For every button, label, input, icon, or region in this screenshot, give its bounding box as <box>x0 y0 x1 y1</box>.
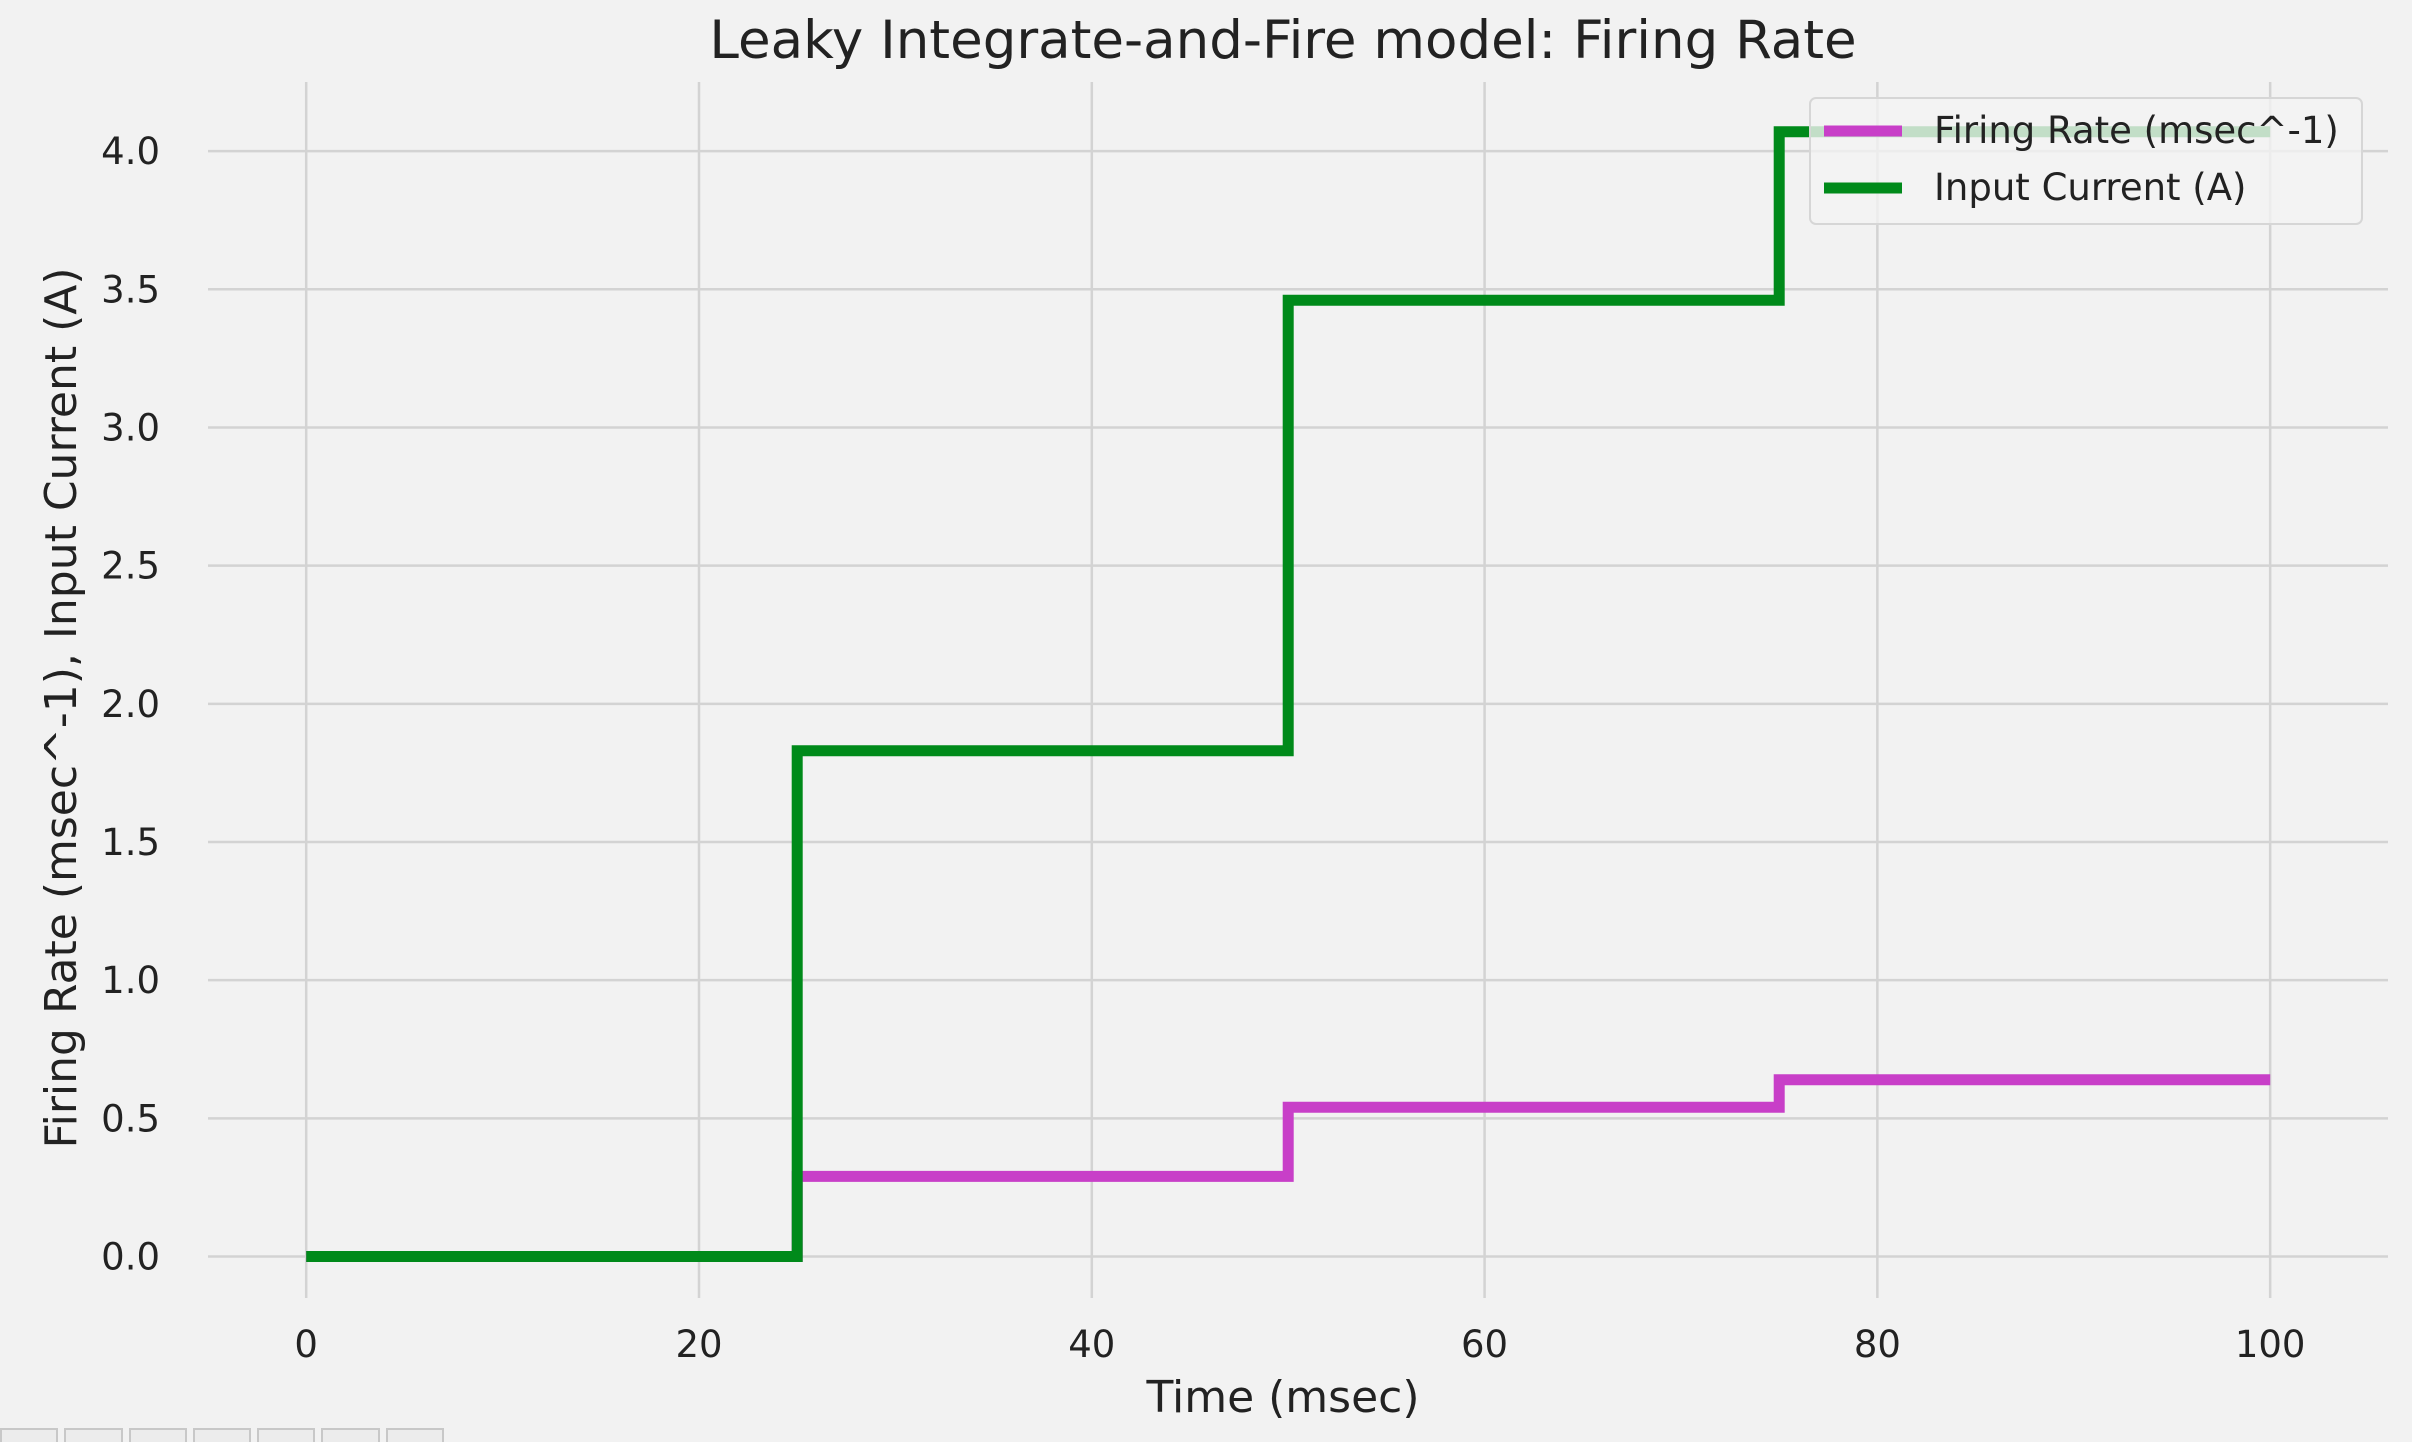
x-tick-label: 60 <box>1461 1323 1508 1366</box>
x-axis-label: Time (msec) <box>1145 1372 1419 1423</box>
legend-label-firing-rate: Firing Rate (msec^-1) <box>1934 109 2339 152</box>
chart-title: Leaky Integrate-and-Fire model: Firing R… <box>709 10 1856 71</box>
grid <box>208 82 2388 1298</box>
input-current-line <box>306 126 2271 1262</box>
plot-toolbar <box>0 1428 450 1442</box>
legend-label-input-current: Input Current (A) <box>1934 166 2246 209</box>
legend-box <box>1809 97 2363 225</box>
back-button[interactable] <box>64 1428 123 1442</box>
y-tick-label: 3.5 <box>101 268 160 311</box>
legend: Firing Rate (msec^-1) Input Current (A) <box>1809 97 2363 225</box>
series-layer <box>306 126 2271 1262</box>
forward-button[interactable] <box>128 1428 187 1442</box>
y-tick-label: 3.0 <box>101 406 160 449</box>
y-tick-label: 2.0 <box>101 683 160 726</box>
y-tick-labels: 0.0 0.5 1.0 1.5 2.0 2.5 3.0 3.5 4.0 <box>101 130 160 1278</box>
home-button[interactable] <box>0 1428 59 1442</box>
y-axis-label: Firing Rate (msec^-1), Input Current (A) <box>36 267 87 1148</box>
zoom-button[interactable] <box>257 1428 316 1442</box>
x-tick-labels: 0 20 40 60 80 100 <box>294 1323 2305 1366</box>
y-tick-label: 2.5 <box>101 545 160 588</box>
y-tick-label: 1.5 <box>101 821 160 864</box>
y-tick-label: 0.5 <box>101 1097 160 1140</box>
y-tick-label: 1.0 <box>101 959 160 1002</box>
save-button[interactable] <box>385 1428 444 1442</box>
pan-button[interactable] <box>192 1428 252 1442</box>
subplots-button[interactable] <box>321 1428 380 1442</box>
x-tick-label: 20 <box>675 1323 722 1366</box>
x-tick-label: 0 <box>294 1323 318 1366</box>
x-tick-label: 80 <box>1854 1323 1901 1366</box>
x-tick-label: 40 <box>1068 1323 1115 1366</box>
x-tick-label: 100 <box>2235 1323 2306 1366</box>
y-tick-label: 4.0 <box>101 130 160 173</box>
y-tick-label: 0.0 <box>101 1236 160 1279</box>
